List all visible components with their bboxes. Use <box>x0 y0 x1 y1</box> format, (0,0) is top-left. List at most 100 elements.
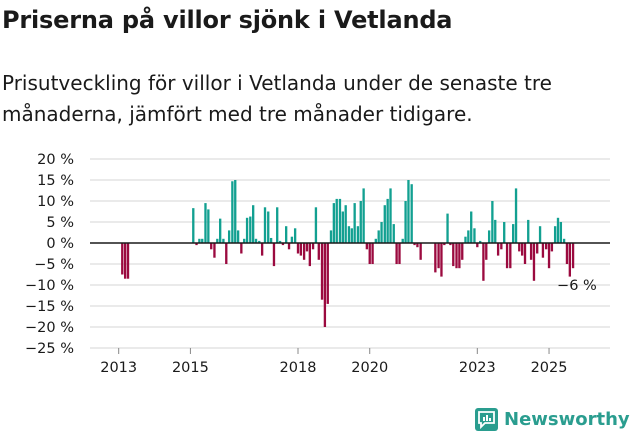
y-tick-label: 20 % <box>37 152 74 168</box>
bar <box>219 218 222 243</box>
bar <box>236 230 240 243</box>
bar <box>311 243 315 250</box>
bar <box>452 243 455 267</box>
bar <box>347 226 351 243</box>
bar <box>258 240 261 243</box>
bar <box>326 243 329 304</box>
bar <box>565 243 569 264</box>
bar <box>195 243 198 246</box>
bar <box>225 243 228 264</box>
bar <box>505 243 509 269</box>
bar <box>374 238 377 243</box>
bar <box>559 222 563 243</box>
bar <box>547 243 551 269</box>
bar <box>503 222 506 243</box>
bar <box>308 243 311 267</box>
chart-title: Priserna på villor sjönk i Vetlanda <box>2 6 453 34</box>
newsworthy-logo: Newsworthy <box>475 408 630 431</box>
bar <box>213 243 216 258</box>
bar <box>509 243 512 269</box>
bar <box>201 238 204 243</box>
newsworthy-logo-icon <box>475 408 498 431</box>
bar <box>341 211 344 243</box>
bar <box>272 243 276 267</box>
bar <box>278 240 282 243</box>
bar <box>353 203 356 243</box>
bar <box>263 207 267 243</box>
bar <box>520 243 524 256</box>
bar <box>437 243 440 269</box>
bar <box>332 203 336 243</box>
bar <box>479 240 482 243</box>
bar <box>440 243 443 277</box>
bar <box>383 205 386 243</box>
bar <box>290 236 294 243</box>
bar <box>344 205 347 243</box>
bar <box>350 228 353 243</box>
bar <box>207 209 210 243</box>
bar <box>231 181 234 243</box>
bar <box>455 243 458 269</box>
bar <box>269 237 273 243</box>
bar <box>222 238 225 243</box>
bar <box>398 243 401 264</box>
bar <box>365 243 369 250</box>
bar <box>234 180 237 243</box>
bar <box>401 238 404 243</box>
bar <box>305 243 309 252</box>
bar <box>518 243 521 252</box>
bar <box>356 226 360 243</box>
bar <box>532 243 536 281</box>
bar <box>377 230 380 243</box>
bar <box>449 243 452 246</box>
bar <box>192 208 195 243</box>
y-tick-label: −25 % <box>25 341 74 357</box>
bar <box>254 238 258 243</box>
bar <box>204 203 207 243</box>
bar <box>276 207 279 243</box>
bar <box>476 243 479 248</box>
bar <box>553 226 557 243</box>
bar <box>216 238 219 243</box>
bar <box>464 236 467 243</box>
bar <box>446 213 449 243</box>
bar <box>386 198 389 243</box>
last-value-label: −6 % <box>557 278 597 294</box>
bar <box>407 180 410 243</box>
x-tick-label: 2015 <box>172 360 209 376</box>
x-tick-label: 2018 <box>280 360 317 376</box>
bar <box>287 243 291 250</box>
bar <box>443 243 446 246</box>
bar <box>302 243 306 260</box>
bar <box>523 243 527 264</box>
y-tick-label: −10 % <box>25 278 74 294</box>
bar <box>267 211 270 243</box>
y-tick-label: 5 % <box>46 215 74 231</box>
bar <box>458 243 461 269</box>
bar <box>514 188 518 243</box>
bar <box>240 243 243 254</box>
bar <box>416 243 419 248</box>
y-tick-label: 15 % <box>37 173 74 189</box>
y-tick-label: −20 % <box>25 320 74 336</box>
bar <box>281 243 285 246</box>
bar <box>482 243 485 281</box>
x-tick-label: 2023 <box>459 360 496 376</box>
bar <box>556 217 560 243</box>
bar <box>121 243 124 275</box>
y-tick-label: −15 % <box>25 299 74 315</box>
bar <box>404 201 407 243</box>
bar <box>249 216 252 243</box>
bar <box>395 243 398 264</box>
bar <box>512 224 515 243</box>
bar <box>227 230 231 243</box>
bar <box>285 226 288 243</box>
bar <box>538 226 542 243</box>
bar <box>545 243 548 250</box>
bar <box>496 243 500 256</box>
bar <box>299 243 303 256</box>
bar <box>317 243 320 260</box>
bar <box>461 243 464 260</box>
bar <box>419 243 422 260</box>
